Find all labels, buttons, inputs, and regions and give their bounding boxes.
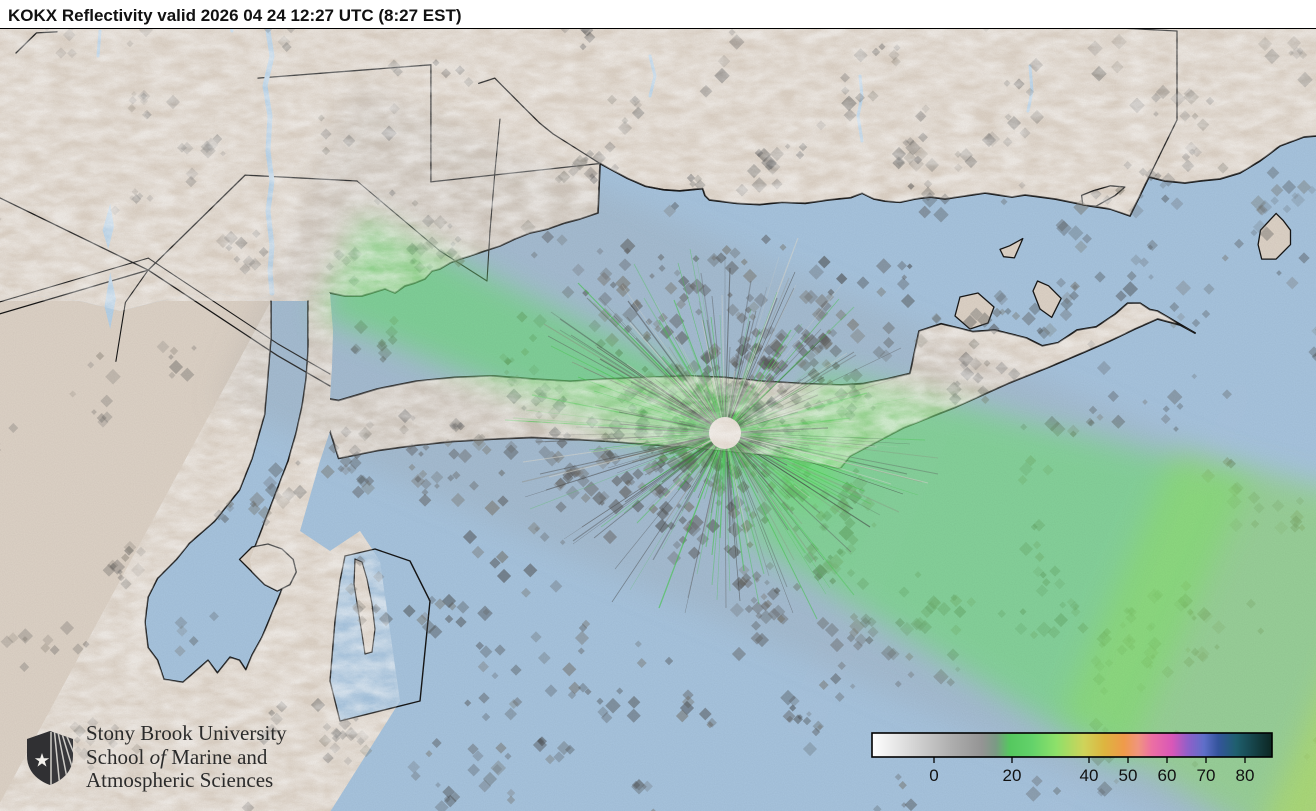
svg-text:60: 60 — [1158, 766, 1177, 785]
svg-text:70: 70 — [1197, 766, 1216, 785]
svg-text:0: 0 — [929, 766, 938, 785]
svg-text:50: 50 — [1119, 766, 1138, 785]
svg-text:20: 20 — [1003, 766, 1022, 785]
svg-text:40: 40 — [1080, 766, 1099, 785]
svg-text:80: 80 — [1236, 766, 1255, 785]
